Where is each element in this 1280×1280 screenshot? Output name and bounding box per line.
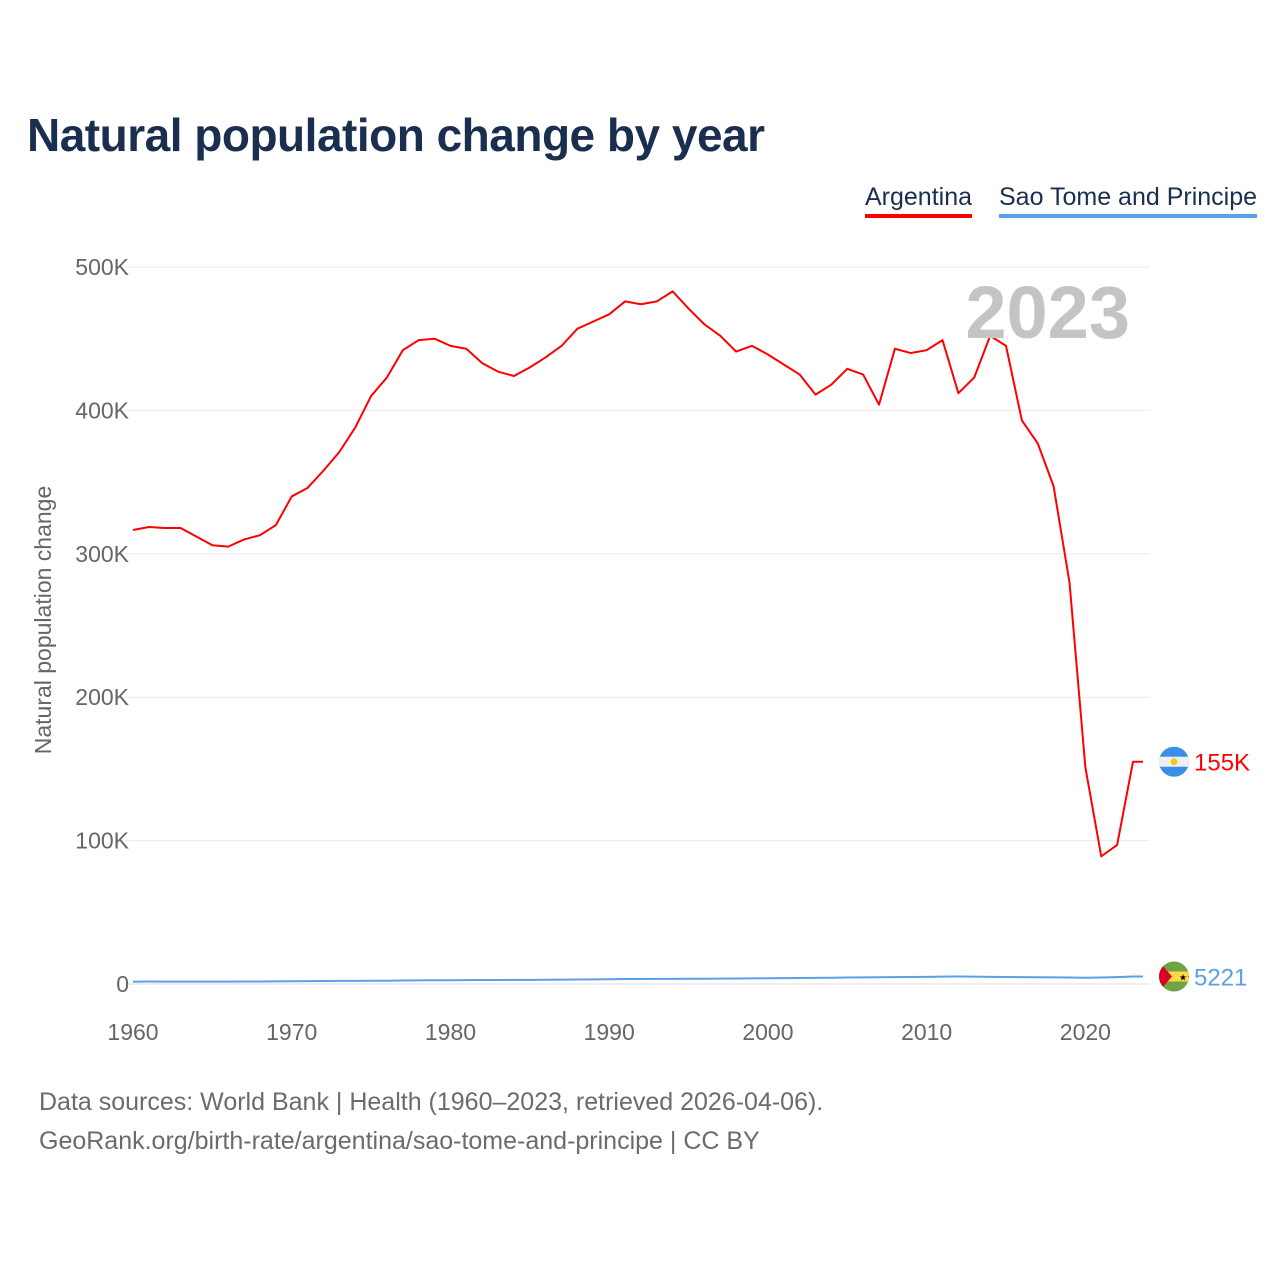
y-tick-label: 500K [75, 254, 129, 280]
legend-item-sao-tome-and-principe[interactable]: Sao Tome and Principe [999, 183, 1258, 218]
x-tick-label: 2010 [901, 1019, 952, 1045]
y-tick-label: 400K [75, 397, 129, 423]
x-tick-label: 2020 [1060, 1019, 1111, 1045]
y-tick-label: 200K [75, 684, 129, 710]
end-value-label: 155K [1194, 750, 1250, 777]
y-tick-label: 300K [75, 541, 129, 567]
svg-text:★★: ★★ [1179, 973, 1195, 983]
chart-title: Natural population change by year [27, 109, 765, 161]
argentina-flag-icon [1159, 746, 1189, 777]
series-line-sao-tome-and-principe [132, 975, 1143, 983]
source-link[interactable]: GeoRank.org/birth-rate/argentina/sao-tom… [39, 1127, 760, 1155]
x-tick-label: 1980 [425, 1019, 476, 1045]
end-value-label: 5221 [1194, 965, 1247, 992]
y-tick-label: 100K [75, 828, 129, 854]
x-tick-label: 2000 [742, 1019, 793, 1045]
x-tick-label: 1990 [584, 1019, 635, 1045]
year-display: 2023 [965, 271, 1130, 354]
x-tick-label: 1970 [266, 1019, 317, 1045]
sao-tome-flag-icon: ★★ [1159, 961, 1195, 992]
source-line: Data sources: World Bank | Health (1960–… [39, 1088, 824, 1116]
x-tick-label: 1960 [107, 1019, 158, 1045]
y-axis-label: Natural population change [30, 486, 56, 755]
series-line-argentina [132, 290, 1143, 858]
y-tick-label: 0 [116, 971, 129, 997]
legend-item-argentina[interactable]: Argentina [865, 183, 973, 218]
